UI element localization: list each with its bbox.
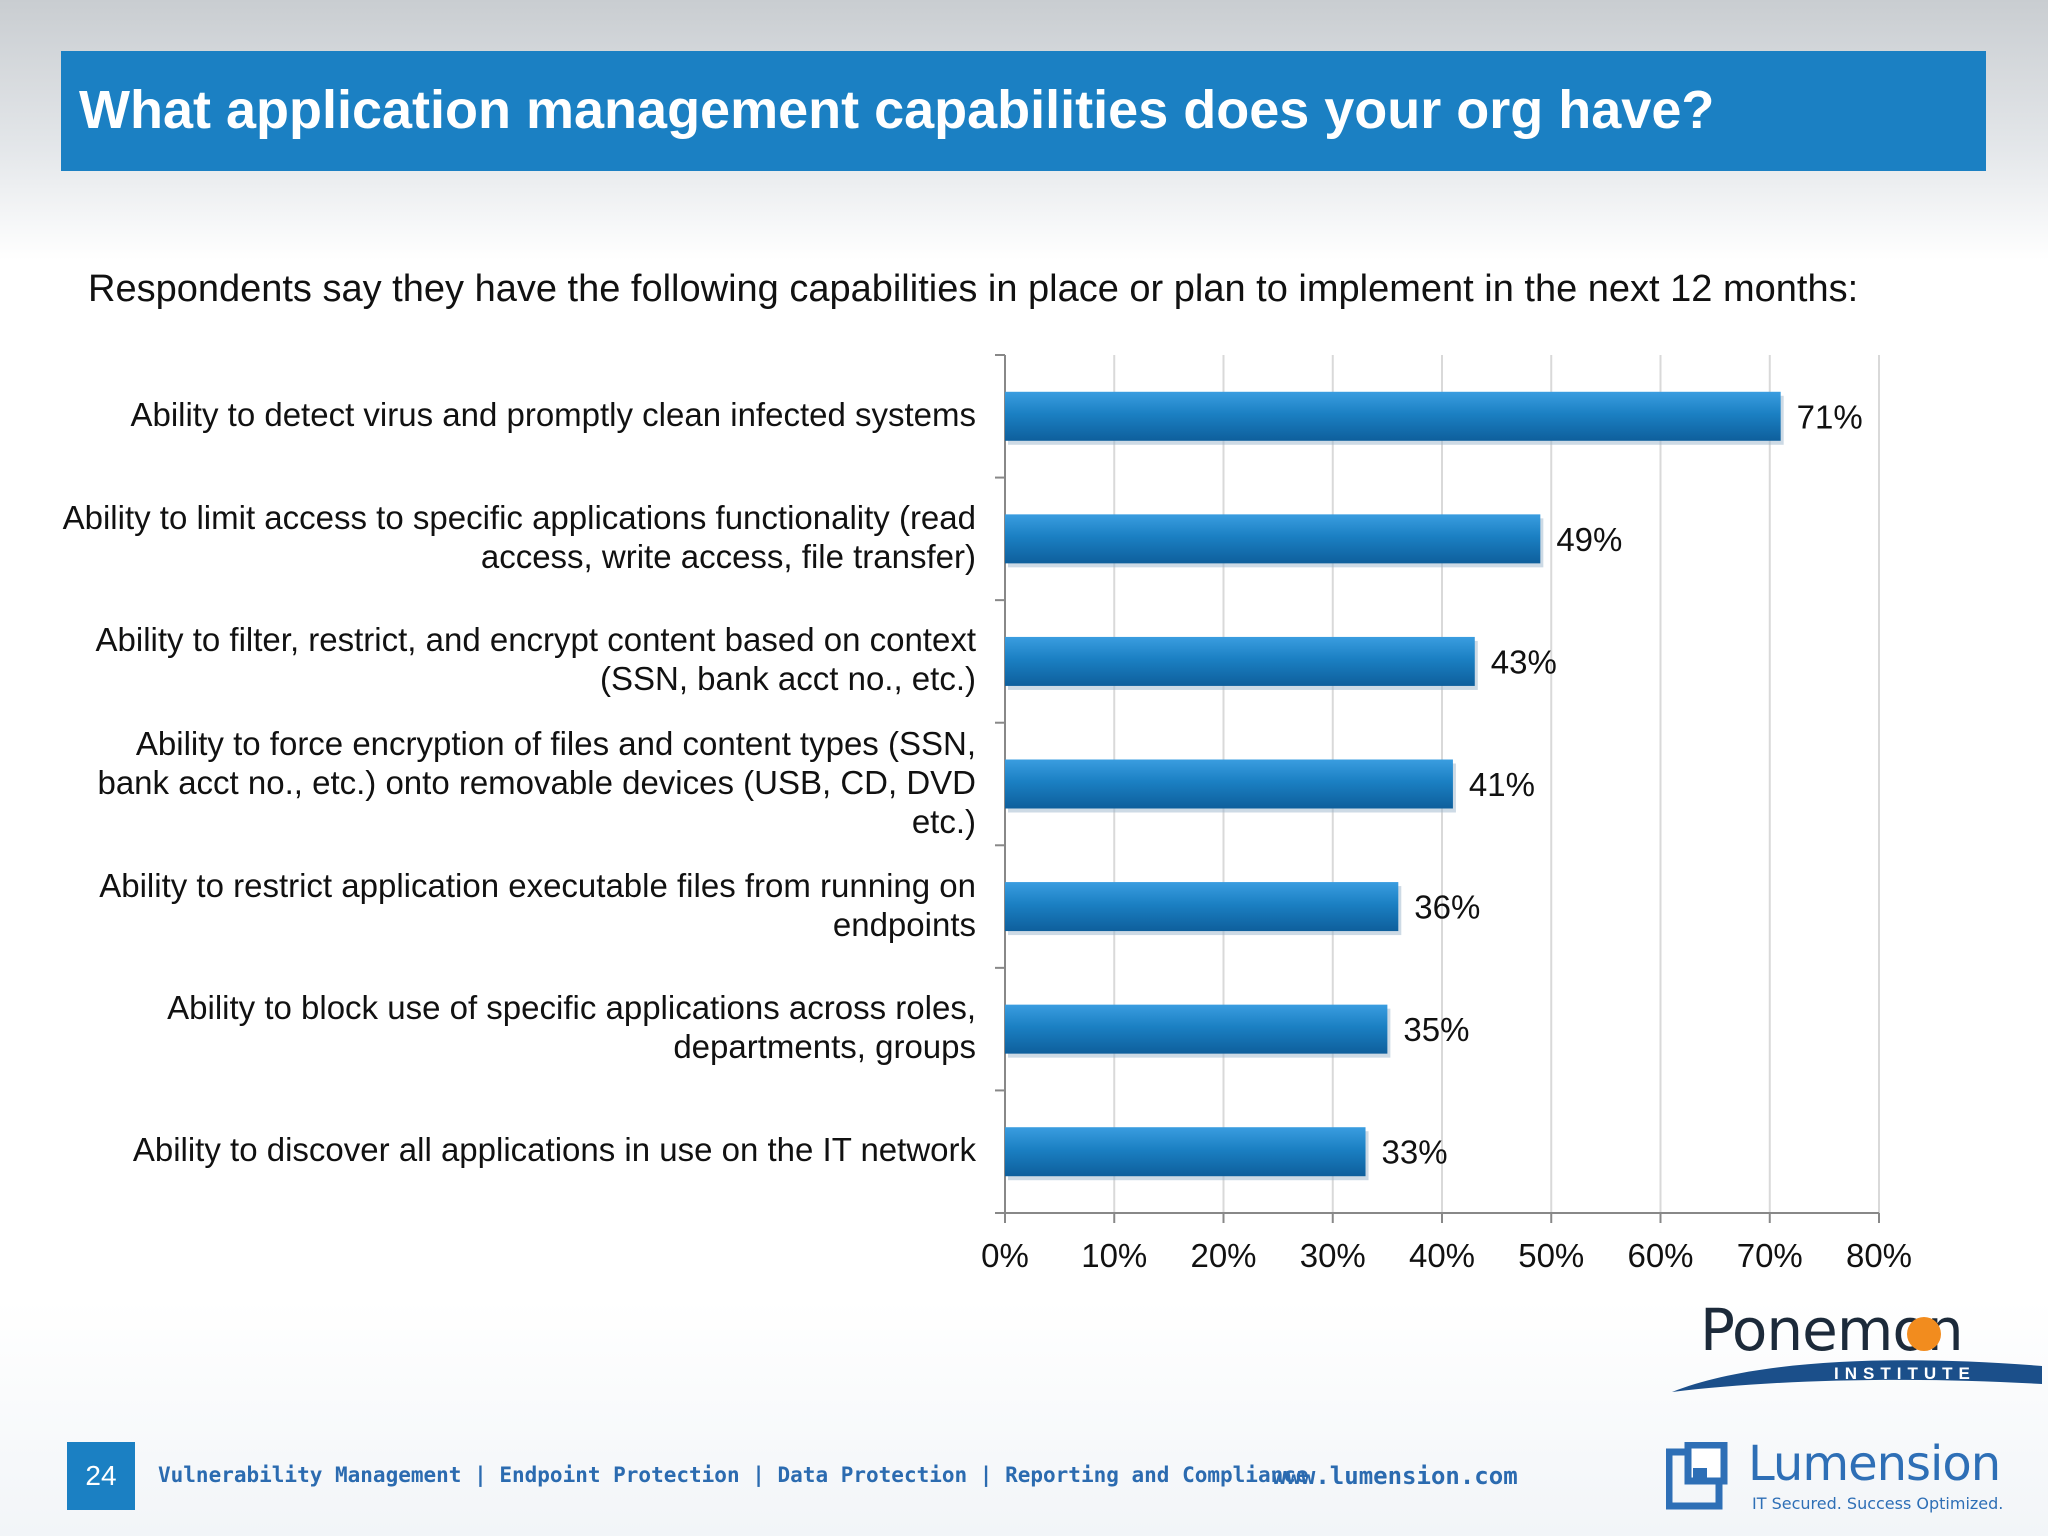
bar <box>1005 514 1541 564</box>
lumension-box-icon <box>1666 1442 1728 1510</box>
category-label: Ability to force encryption of files and… <box>97 724 976 840</box>
category-label: Ability to block use of specific applica… <box>167 989 976 1066</box>
x-tick-label: 40% <box>1409 1237 1475 1274</box>
category-label: Ability to limit access to specific appl… <box>62 498 976 575</box>
page-number-badge: 24 <box>67 1442 135 1510</box>
ponemon-logo: Ponemon INSTITUTE <box>1672 1296 2042 1396</box>
x-tick-label: 60% <box>1627 1237 1693 1274</box>
ponemon-swoosh-icon <box>1672 1360 2042 1392</box>
bar-value-label: 41% <box>1469 766 1535 803</box>
bar <box>1005 1004 1388 1054</box>
lumension-logo: Lumension IT Secured. Success Optimized. <box>1664 1436 2044 1536</box>
category-label: Ability to filter, restrict, and encrypt… <box>95 621 976 698</box>
lumension-tagline: IT Secured. Success Optimized. <box>1752 1494 2004 1513</box>
bar <box>1005 759 1453 809</box>
bar-value-label: 43% <box>1491 643 1557 680</box>
title-bar: What application management capabilities… <box>61 51 1986 171</box>
bar <box>1005 391 1781 441</box>
chart-subtitle: Respondents say they have the following … <box>88 268 1859 310</box>
footer-url-link[interactable]: www.lumension.com <box>1272 1462 1518 1490</box>
category-label: Ability to discover all applications in … <box>132 1131 976 1169</box>
x-tick-label: 10% <box>1081 1237 1147 1274</box>
x-tick-label: 30% <box>1300 1237 1366 1274</box>
category-label: Ability to detect virus and promptly cle… <box>130 395 976 433</box>
bar <box>1005 1127 1366 1177</box>
x-tick-label: 70% <box>1737 1237 1803 1274</box>
bar <box>1005 882 1399 932</box>
x-tick-label: 20% <box>1190 1237 1256 1274</box>
ponemon-dot-icon <box>1907 1317 1941 1351</box>
bar-value-label: 71% <box>1797 398 1863 435</box>
x-tick-label: 50% <box>1518 1237 1584 1274</box>
ponemon-institute-text: INSTITUTE <box>1834 1364 1976 1383</box>
bar-chart: 0% 10% 20% 30% 40% 50% 60% 70% 80% 71% 49% 43% 41% 36… <box>981 354 1912 1274</box>
x-tick-label: 80% <box>1846 1237 1912 1274</box>
category-label: Ability to restrict application executab… <box>99 866 976 943</box>
bar-value-label: 49% <box>1556 521 1622 558</box>
bar-value-label: 33% <box>1382 1134 1448 1171</box>
bar-value-label: 35% <box>1403 1011 1469 1048</box>
bar <box>1005 636 1475 686</box>
lumension-wordmark: Lumension <box>1748 1436 2001 1492</box>
page-title: What application management capabilities… <box>79 80 1715 140</box>
bar-value-label: 36% <box>1414 889 1480 926</box>
footer-tagline: Vulnerability Management | Endpoint Prot… <box>158 1463 1309 1487</box>
x-tick-label: 0% <box>981 1237 1029 1274</box>
